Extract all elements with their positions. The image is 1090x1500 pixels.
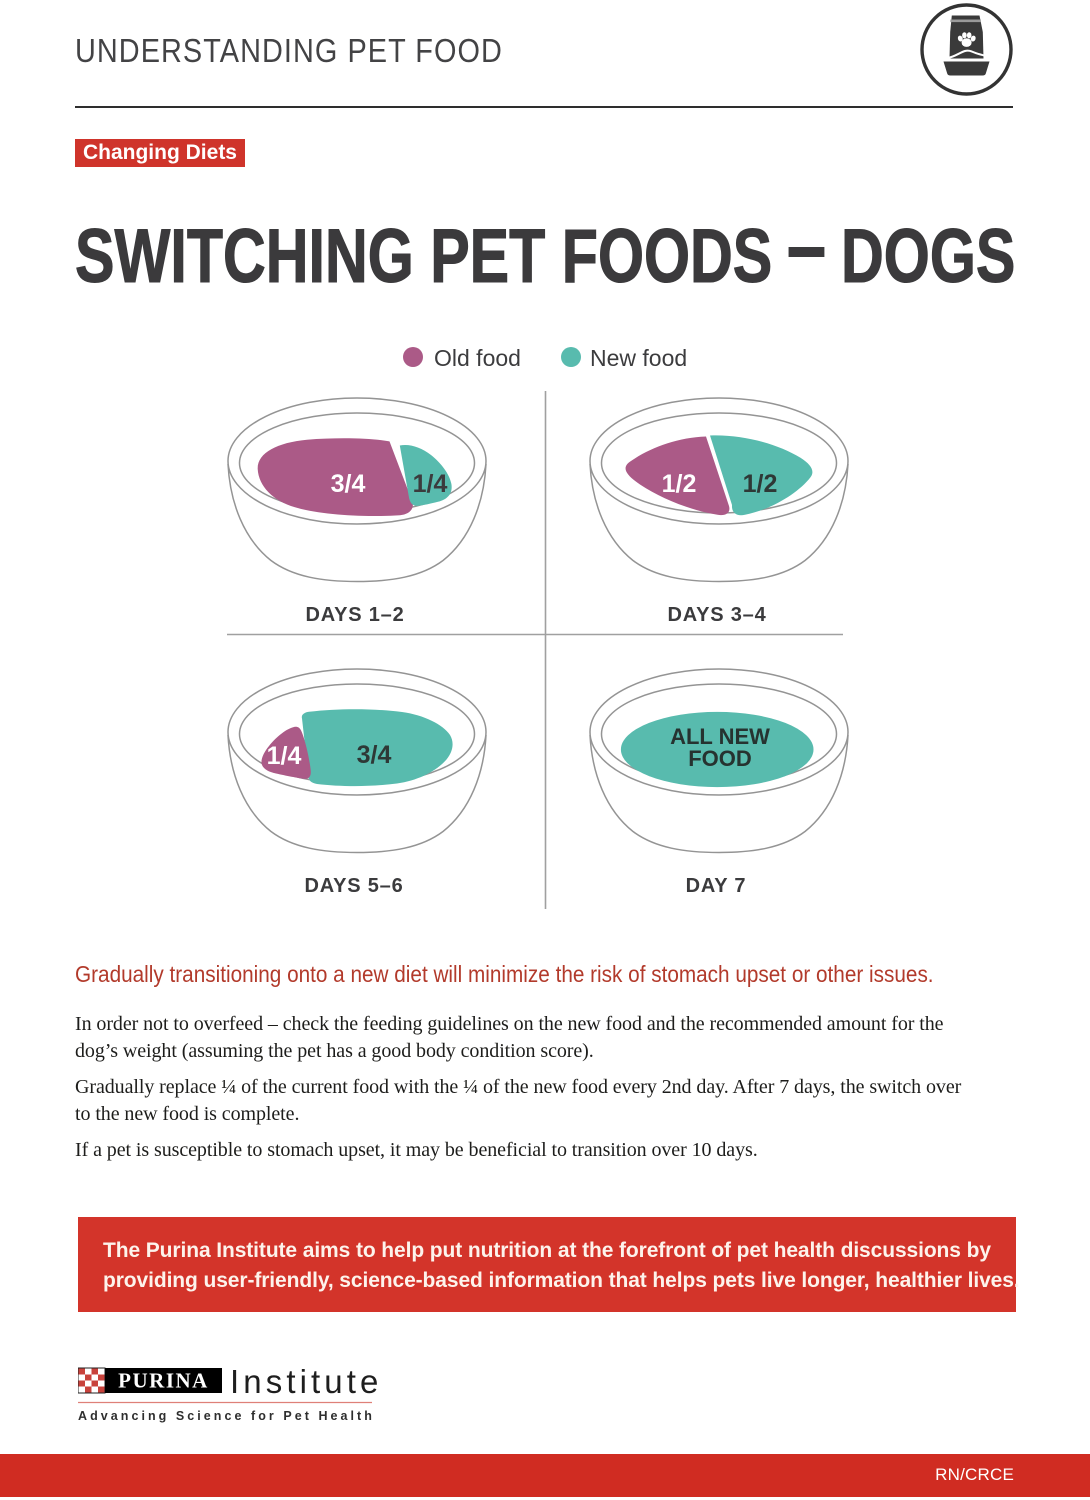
svg-text:PURINA: PURINA: [118, 1369, 209, 1393]
svg-text:Institute: Institute: [230, 1365, 382, 1400]
svg-text:Advancing Science for Pet Heal: Advancing Science for Pet Health: [78, 1409, 375, 1423]
